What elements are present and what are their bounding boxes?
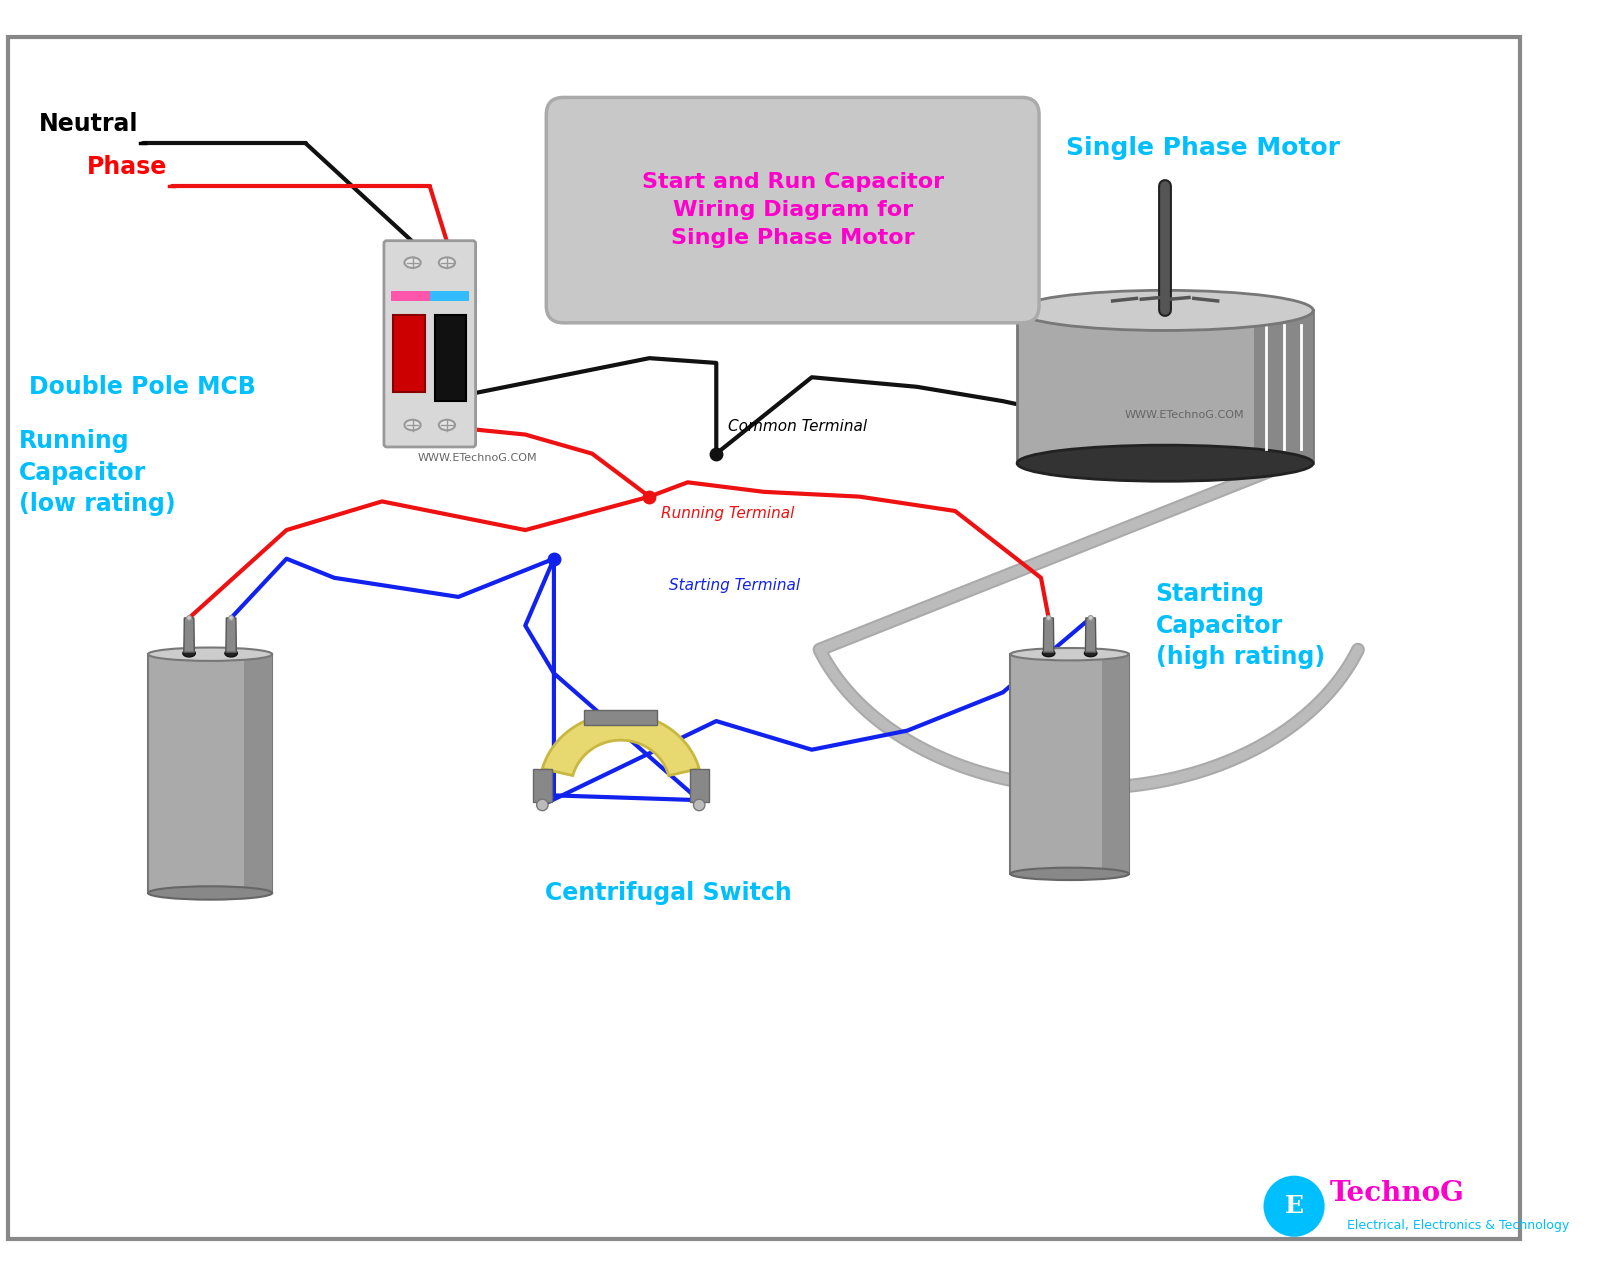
- Circle shape: [536, 799, 549, 811]
- Ellipse shape: [1018, 291, 1314, 330]
- Text: Start and Run Capacitor
Wiring Diagram for
Single Phase Motor: Start and Run Capacitor Wiring Diagram f…: [642, 172, 944, 249]
- Bar: [390, 291, 430, 301]
- Polygon shape: [184, 618, 194, 653]
- Text: Electrical, Electronics & Technology: Electrical, Electronics & Technology: [1347, 1219, 1570, 1232]
- FancyBboxPatch shape: [384, 241, 475, 448]
- Polygon shape: [394, 315, 426, 391]
- Ellipse shape: [438, 258, 454, 268]
- Circle shape: [229, 616, 234, 621]
- Text: E: E: [1285, 1195, 1304, 1218]
- Ellipse shape: [405, 258, 421, 268]
- Polygon shape: [1011, 654, 1130, 873]
- FancyBboxPatch shape: [546, 97, 1038, 323]
- Text: Running Terminal: Running Terminal: [661, 506, 794, 521]
- Text: TechnoG: TechnoG: [1330, 1181, 1464, 1207]
- Bar: [690, 769, 709, 802]
- Ellipse shape: [405, 419, 421, 430]
- Polygon shape: [245, 654, 272, 892]
- Ellipse shape: [438, 419, 454, 430]
- Circle shape: [693, 799, 706, 811]
- Polygon shape: [542, 714, 699, 775]
- Polygon shape: [1085, 618, 1096, 653]
- Text: Running
Capacitor
(low rating): Running Capacitor (low rating): [19, 430, 176, 516]
- Circle shape: [187, 616, 192, 621]
- Ellipse shape: [1018, 445, 1314, 481]
- Polygon shape: [1254, 310, 1314, 463]
- Bar: [430, 291, 469, 301]
- Polygon shape: [1043, 618, 1054, 653]
- Polygon shape: [1018, 310, 1314, 463]
- Polygon shape: [226, 618, 237, 653]
- Ellipse shape: [226, 649, 237, 657]
- Ellipse shape: [149, 648, 272, 660]
- Text: Single Phase Motor: Single Phase Motor: [1066, 136, 1341, 161]
- Text: Double Pole MCB: Double Pole MCB: [29, 375, 256, 399]
- Text: Neutral: Neutral: [38, 112, 139, 135]
- Polygon shape: [1102, 654, 1130, 873]
- Text: Centrifugal Switch: Centrifugal Switch: [546, 881, 792, 905]
- Circle shape: [1264, 1176, 1325, 1237]
- Circle shape: [1088, 616, 1093, 621]
- Bar: [533, 769, 552, 802]
- Text: Starting
Capacitor
(high rating): Starting Capacitor (high rating): [1155, 581, 1325, 669]
- Text: WWW.ETechnoG.COM: WWW.ETechnoG.COM: [1125, 411, 1245, 421]
- Ellipse shape: [1085, 650, 1098, 657]
- Text: Common Terminal: Common Terminal: [728, 419, 867, 435]
- Ellipse shape: [1043, 650, 1054, 657]
- Ellipse shape: [1011, 868, 1130, 880]
- Text: Starting Terminal: Starting Terminal: [669, 578, 800, 593]
- Bar: [584, 709, 658, 724]
- Ellipse shape: [182, 649, 195, 657]
- Polygon shape: [435, 315, 466, 402]
- Ellipse shape: [149, 886, 272, 900]
- Text: Phase: Phase: [86, 154, 166, 179]
- Polygon shape: [149, 654, 272, 892]
- Text: WWW.ETechnoG.COM: WWW.ETechnoG.COM: [418, 454, 538, 463]
- Circle shape: [1046, 616, 1051, 621]
- Ellipse shape: [1011, 648, 1130, 660]
